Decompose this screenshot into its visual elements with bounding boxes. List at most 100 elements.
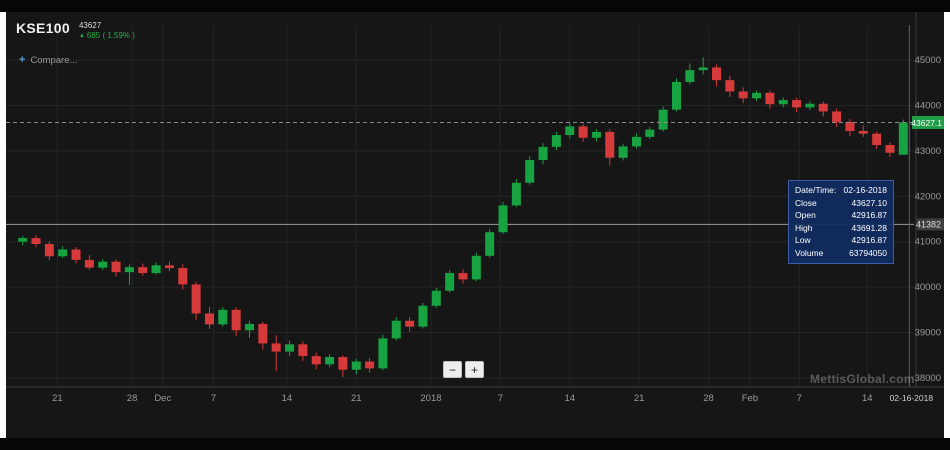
candle-body xyxy=(618,146,628,158)
tooltip-row-close: Close 43627.10 xyxy=(795,197,887,210)
quote-block: 43627 ▲ 685 ( 1.59% ) xyxy=(79,21,135,42)
x-axis-label: 28 xyxy=(703,393,714,404)
candle-body xyxy=(258,323,268,344)
last-price: 43627 xyxy=(78,21,102,30)
candle-body xyxy=(818,103,828,112)
tooltip-row-low: Low 42916.87 xyxy=(795,234,887,247)
x-axis-label: 7 xyxy=(211,393,216,404)
y-axis-label: 43000 xyxy=(915,146,941,157)
candle-body xyxy=(511,182,521,206)
tooltip-low-label: Low xyxy=(795,235,811,245)
candle-body xyxy=(231,309,241,331)
zoom-controls: − + xyxy=(443,361,484,378)
candle-body xyxy=(578,126,588,138)
candle-body xyxy=(845,121,855,131)
candle-body xyxy=(138,267,148,274)
candle-body xyxy=(471,255,481,280)
x-axis-label: 21 xyxy=(52,393,63,404)
candle-body xyxy=(458,273,468,280)
plus-icon: + xyxy=(19,54,26,66)
price-badge-bg xyxy=(912,115,944,129)
tooltip-volume-value: 63794050 xyxy=(849,247,887,258)
candle-body xyxy=(271,343,281,352)
candle-body xyxy=(405,320,415,327)
candle-body xyxy=(551,135,561,147)
candle-body xyxy=(898,122,908,155)
y-axis-label: 39000 xyxy=(915,328,941,339)
candle-body xyxy=(765,92,775,105)
x-axis-label: 14 xyxy=(564,393,575,404)
tooltip-close-value: 43627.10 xyxy=(851,197,887,208)
x-axis-label: 7 xyxy=(498,393,503,404)
candle-body xyxy=(418,305,428,327)
tooltip-date-value: 02-16-2018 xyxy=(843,185,887,195)
y-axis-label: 42000 xyxy=(915,191,941,202)
x-axis-label: 14 xyxy=(282,393,293,404)
candle-body xyxy=(204,313,214,325)
candle-body xyxy=(378,338,388,369)
candle-body xyxy=(752,92,762,99)
crosshair-date-label: 02-16-2018 xyxy=(890,393,934,403)
candle-body xyxy=(712,67,722,81)
price-badge-label: 43627.1 xyxy=(911,118,942,128)
candle-body xyxy=(565,126,575,136)
x-axis-label: 7 xyxy=(797,393,802,404)
candle-body xyxy=(44,244,54,257)
y-axis-label: 44000 xyxy=(915,101,941,112)
tooltip-low-value: 42916.87 xyxy=(851,235,887,245)
zoom-in-button[interactable]: + xyxy=(465,361,484,378)
compare-label: Compare... xyxy=(30,54,78,66)
tooltip-row-open: Open 42916.87 xyxy=(795,209,887,222)
bottom-black-bar xyxy=(0,438,950,450)
tooltip-close-label: Close xyxy=(795,197,817,208)
tooltip-high-label: High xyxy=(795,222,813,233)
tooltip-open-value: 42916.87 xyxy=(851,210,887,220)
x-axis-label: 2018 xyxy=(420,393,441,404)
candle-body xyxy=(298,344,308,357)
candlestick-chart[interactable]: 45000 44000 43000 42000 41000 40000 39000 38000… xyxy=(6,12,944,438)
candle-body xyxy=(191,284,201,314)
candle-body xyxy=(31,238,41,245)
chart-header: KSE100 43627 ▲ 685 ( 1.59% ) xyxy=(16,20,135,42)
candle-body xyxy=(738,91,748,99)
candle-body xyxy=(71,249,81,260)
candle-body xyxy=(725,80,735,92)
ohlc-tooltip: Date/Time: 02-16-2018 Close 43627.10 Ope… xyxy=(788,180,894,264)
compare-button[interactable]: + Compare... xyxy=(19,54,77,66)
tooltip-row-volume: Volume 63794050 xyxy=(795,247,887,260)
candle-body xyxy=(792,100,802,108)
symbol-name: KSE100 xyxy=(16,20,70,36)
x-axis-label: Feb xyxy=(742,393,758,404)
candle-body xyxy=(685,70,695,82)
price-change-text: 685 ( 1.59% ) xyxy=(86,31,135,41)
y-axis-label: 41000 xyxy=(915,237,941,248)
candle-body xyxy=(285,344,295,352)
candle-body xyxy=(645,129,655,137)
candle-body xyxy=(445,273,455,291)
candle-body xyxy=(538,146,548,161)
candle-body xyxy=(431,290,441,306)
y-axis-label: 45000 xyxy=(915,55,941,66)
level-label: 41382 xyxy=(916,219,941,229)
price-change: ▲ 685 ( 1.59% ) xyxy=(79,31,135,41)
candle-body xyxy=(858,130,868,134)
x-axis-label: 21 xyxy=(351,393,362,404)
candle-body xyxy=(658,109,668,130)
tooltip-row-high: High 43691.28 xyxy=(795,222,887,235)
candle-body xyxy=(178,268,188,285)
candle-body xyxy=(872,133,882,146)
candle-body xyxy=(485,232,495,256)
candle-body xyxy=(338,357,348,370)
candle-body xyxy=(365,361,375,369)
candle-body xyxy=(124,267,134,273)
candle-body xyxy=(605,131,615,158)
candle-body xyxy=(98,261,108,268)
candle-body xyxy=(805,103,815,108)
up-arrow-icon: ▲ xyxy=(78,33,85,40)
candle-body xyxy=(885,145,895,153)
candle-body xyxy=(525,160,535,183)
x-axis-label: 28 xyxy=(127,393,138,404)
zoom-out-button[interactable]: − xyxy=(443,361,462,378)
tooltip-row-date: Date/Time: 02-16-2018 xyxy=(795,184,887,197)
candle-body xyxy=(591,131,601,138)
